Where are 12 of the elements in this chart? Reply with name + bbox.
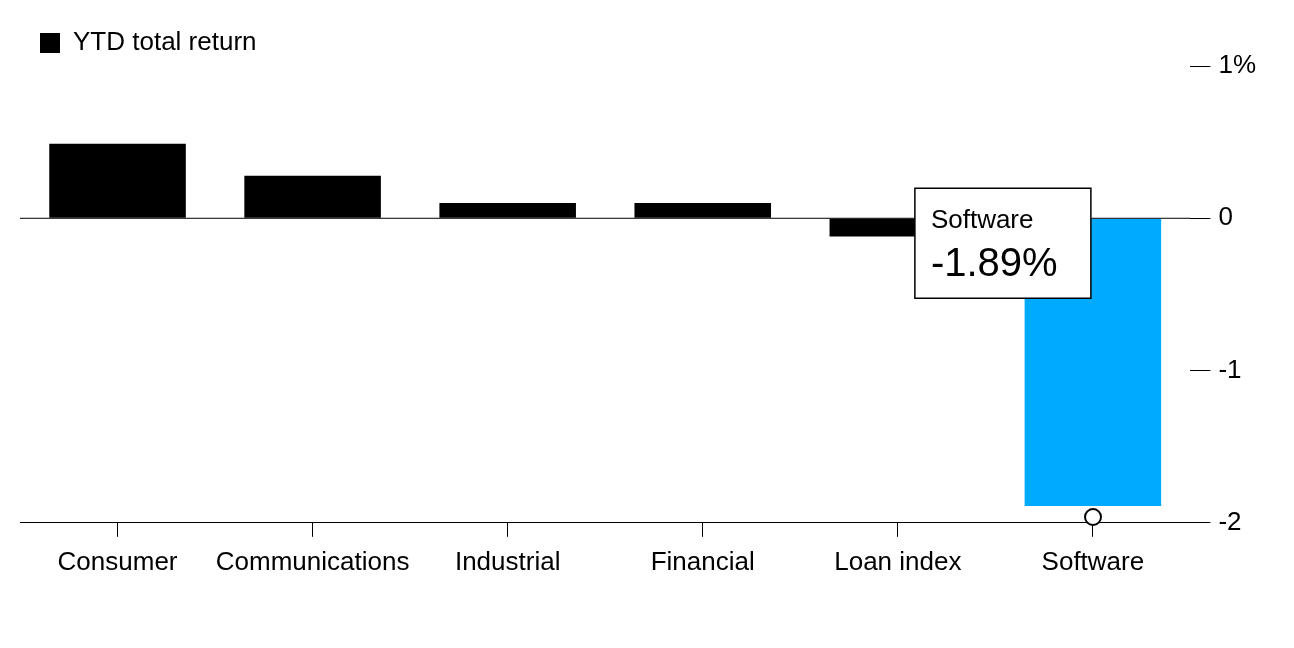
y-tick-label: 0 — [1218, 201, 1233, 232]
y-tick-label: -1 — [1218, 353, 1242, 384]
annotation: Software -1.89% — [930, 204, 1058, 285]
x-tick-label: Consumer — [57, 545, 178, 576]
x-tick-label: Industrial — [454, 545, 561, 576]
legend-label: YTD total return — [73, 26, 257, 57]
x-tick-label: Software — [1041, 545, 1145, 576]
x-tick-label: Financial — [650, 545, 755, 576]
x-tick-label: Loan index — [834, 545, 962, 576]
y-tick-label: 1% — [1218, 49, 1256, 80]
y-tick-label: -2 — [1218, 505, 1242, 536]
x-tick-label: Communications — [215, 545, 410, 576]
